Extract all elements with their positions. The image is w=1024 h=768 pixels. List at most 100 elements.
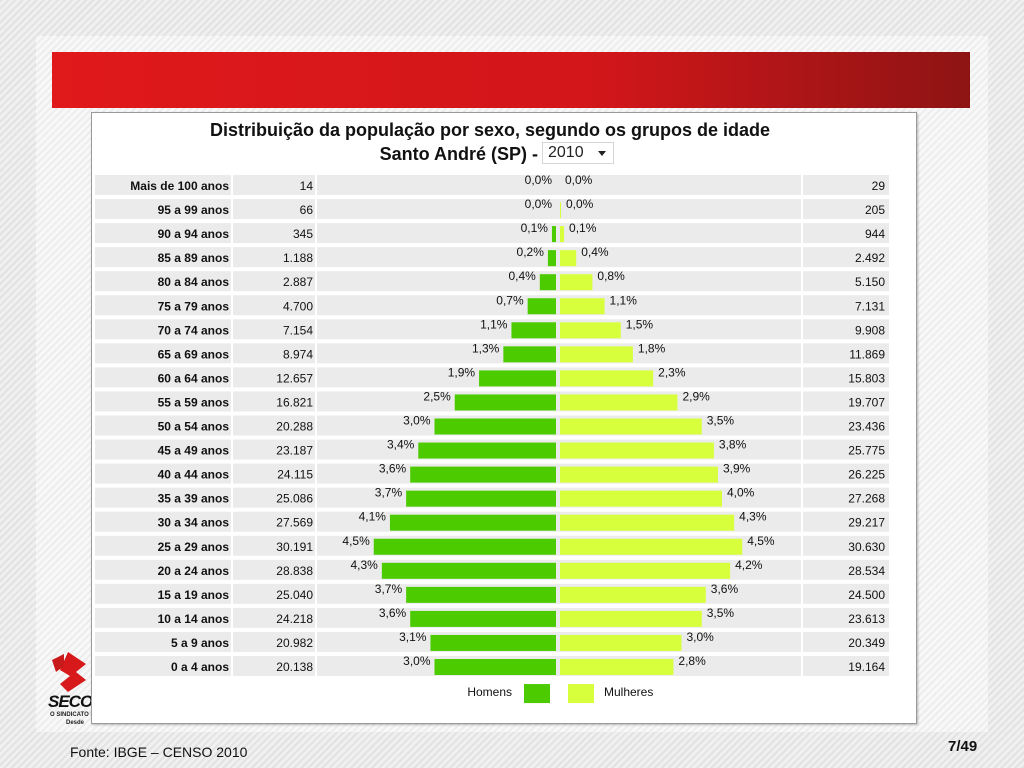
- men-count-label: 28.838: [276, 564, 313, 578]
- women-count-label: 7.131: [855, 299, 885, 313]
- men-count-label: 25.040: [276, 588, 313, 602]
- men-bar: [406, 490, 556, 507]
- women-bar: [560, 322, 621, 339]
- men-bar: [479, 370, 556, 387]
- men-bar: [410, 610, 556, 627]
- women-percent-label: 4,2%: [735, 558, 763, 572]
- women-bar: [560, 250, 577, 267]
- row-band-count-men: [233, 391, 315, 412]
- women-bar: [560, 562, 731, 579]
- women-bar: [560, 418, 702, 435]
- women-count-label: 27.268: [848, 492, 885, 506]
- women-count-label: 24.500: [848, 588, 885, 602]
- age-group-label: 15 a 19 anos: [158, 588, 230, 602]
- age-group-label: 60 a 64 anos: [158, 371, 230, 385]
- women-count-label: 29: [872, 179, 886, 193]
- row-band-label: [95, 319, 231, 340]
- women-count-label: 20.349: [848, 636, 885, 650]
- chart-legend: Homens Mulheres: [467, 684, 653, 704]
- men-bar: [381, 562, 556, 579]
- men-count-label: 7.154: [283, 323, 313, 337]
- men-percent-label: 4,3%: [350, 558, 378, 572]
- men-percent-label: 4,1%: [359, 510, 387, 524]
- men-percent-label: 3,6%: [379, 462, 407, 476]
- row-band-count-men: [233, 247, 315, 268]
- age-group-label: 30 a 34 anos: [158, 516, 230, 530]
- men-percent-label: 4,5%: [342, 534, 370, 548]
- women-percent-label: 4,0%: [727, 486, 755, 500]
- women-bar: [560, 394, 678, 411]
- age-group-label: 20 a 24 anos: [158, 564, 230, 578]
- women-count-label: 15.803: [848, 371, 885, 385]
- row-band-count-women: [803, 175, 889, 195]
- men-bar: [511, 322, 556, 339]
- women-bar: [560, 538, 743, 555]
- men-percent-label: 1,1%: [480, 317, 508, 331]
- row-band-count-men: [233, 295, 315, 316]
- men-count-label: 8.974: [283, 347, 313, 361]
- men-count-label: 2.887: [283, 275, 313, 289]
- age-group-label: 80 a 84 anos: [158, 275, 230, 289]
- age-group-label: 45 a 49 anos: [158, 444, 230, 458]
- legend-swatch-women: [568, 684, 594, 704]
- row-band-count-women: [803, 271, 889, 292]
- row-band-count-men: [233, 319, 315, 340]
- women-bar: [560, 346, 633, 363]
- men-count-label: 12.657: [276, 371, 313, 385]
- row-band-count-women: [803, 391, 889, 412]
- women-bar: [560, 226, 565, 243]
- legend-label-women: Mulheres: [604, 685, 653, 699]
- men-count-label: 23.187: [276, 444, 313, 458]
- men-percent-label: 0,2%: [517, 245, 545, 259]
- page-number: 7/49: [948, 738, 978, 755]
- population-pyramid-chart: Distribuição da população por sexo, segu…: [91, 112, 917, 724]
- row-band-label: [95, 391, 231, 412]
- women-count-label: 25.775: [848, 444, 885, 458]
- row-band-count-women: [803, 511, 889, 532]
- row-band-count-men: [233, 656, 315, 676]
- women-count-label: 205: [865, 203, 885, 217]
- row-band-label: [95, 367, 231, 388]
- chart-svg: Distribuição da população por sexo, segu…: [95, 120, 889, 704]
- row-band-bars: [317, 247, 801, 268]
- chart-row: 70 a 74 anos 7.154 9.908 1,1% 1,5%: [95, 317, 889, 340]
- chart-row: 5 a 9 anos 20.982 20.349 3,1% 3,0%: [95, 630, 889, 652]
- women-percent-label: 1,1%: [610, 293, 638, 307]
- chart-row: 60 a 64 anos 12.657 15.803 1,9% 2,3%: [95, 365, 889, 388]
- women-percent-label: 0,0%: [565, 173, 593, 187]
- row-band-bars: [317, 656, 801, 676]
- row-band-count-men: [233, 175, 315, 195]
- row-band-count-women: [803, 631, 889, 652]
- men-percent-label: 3,7%: [375, 486, 403, 500]
- row-band-count-women: [803, 223, 889, 244]
- women-bar: [560, 442, 714, 459]
- women-count-label: 19.164: [848, 660, 885, 674]
- row-band-count-women: [803, 247, 889, 268]
- women-percent-label: 3,8%: [719, 438, 747, 452]
- women-count-label: 944: [865, 227, 885, 241]
- women-bar: [560, 586, 706, 603]
- women-count-label: 23.613: [848, 612, 885, 626]
- chart-title: Distribuição da população por sexo, segu…: [210, 120, 770, 140]
- year-select[interactable]: 2010: [542, 142, 614, 164]
- women-bar: [560, 370, 654, 387]
- chart-subtitle: Santo André (SP) -: [380, 144, 538, 164]
- men-bar: [373, 538, 556, 555]
- men-count-label: 20.138: [276, 660, 313, 674]
- women-percent-label: 2,3%: [658, 365, 686, 379]
- row-band-label: [95, 487, 231, 508]
- logo-since: Desde: [66, 720, 85, 726]
- row-band-count-women: [803, 343, 889, 364]
- row-band-count-men: [233, 631, 315, 652]
- women-bar: [560, 610, 702, 627]
- chart-row: 30 a 34 anos 27.569 29.217 4,1% 4,3%: [95, 510, 889, 532]
- chart-row: 15 a 19 anos 25.040 24.500 3,7% 3,6%: [95, 582, 889, 604]
- women-percent-label: 3,9%: [723, 462, 751, 476]
- chart-row: 90 a 94 anos 345 944 0,1% 0,1%: [95, 221, 889, 244]
- age-group-label: 85 a 89 anos: [158, 251, 230, 265]
- row-band-bars: [317, 271, 801, 292]
- age-group-label: 35 a 39 anos: [158, 492, 230, 506]
- chart-row: 0 a 4 anos 20.138 19.164 3,0% 2,8%: [95, 654, 889, 676]
- men-count-label: 345: [293, 227, 313, 241]
- men-count-label: 14: [300, 179, 314, 193]
